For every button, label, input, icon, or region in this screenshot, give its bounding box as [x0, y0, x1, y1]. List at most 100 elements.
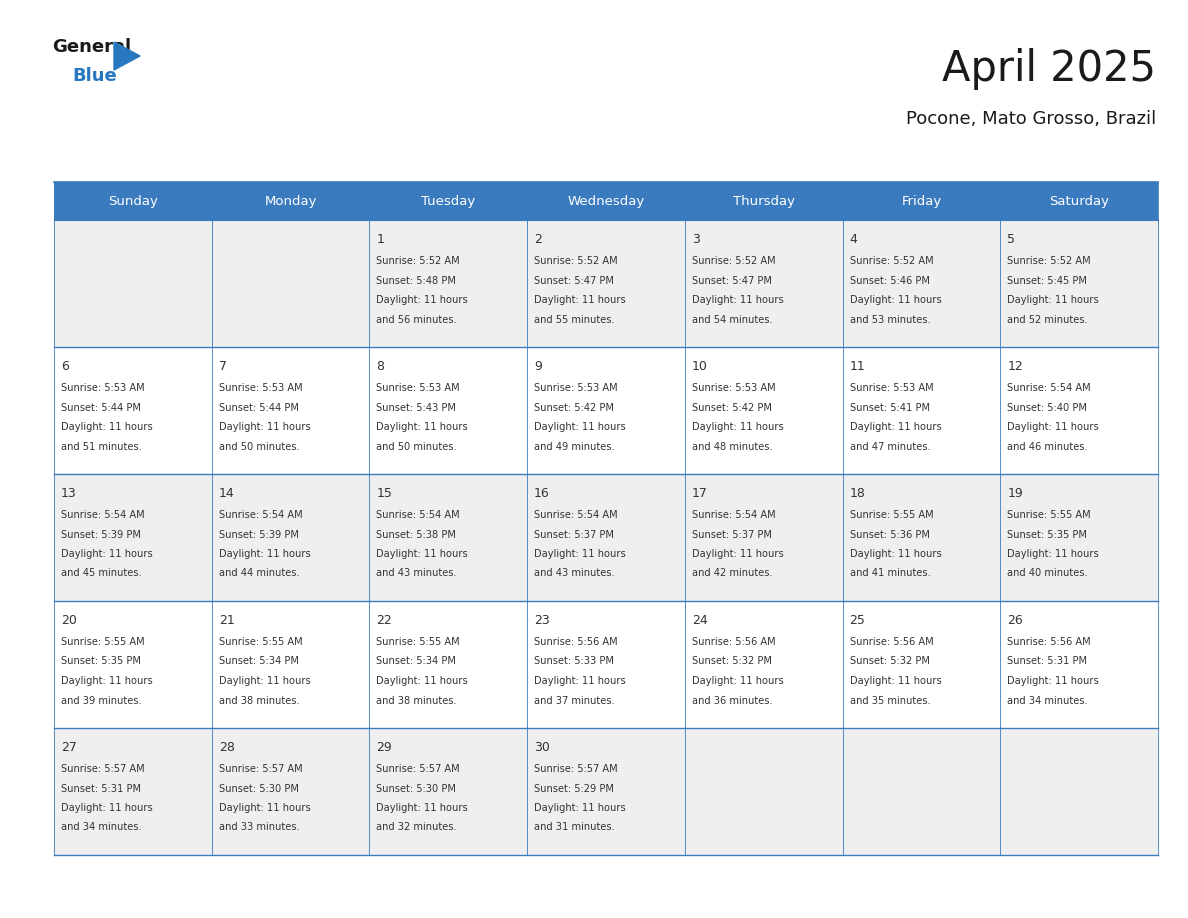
Text: Daylight: 11 hours: Daylight: 11 hours: [535, 422, 626, 432]
Bar: [1000, 347, 1158, 474]
Bar: [684, 220, 842, 347]
Text: and 34 minutes.: and 34 minutes.: [61, 823, 141, 833]
Bar: [211, 220, 369, 347]
Text: Sunset: 5:37 PM: Sunset: 5:37 PM: [535, 530, 614, 540]
Text: 4: 4: [849, 233, 858, 246]
Bar: [53, 347, 211, 474]
Text: and 45 minutes.: and 45 minutes.: [61, 568, 141, 578]
Text: 29: 29: [377, 741, 392, 754]
Bar: [369, 220, 527, 347]
Text: Daylight: 11 hours: Daylight: 11 hours: [219, 676, 310, 686]
Text: Daylight: 11 hours: Daylight: 11 hours: [1007, 295, 1099, 305]
Text: Sunrise: 5:52 AM: Sunrise: 5:52 AM: [691, 256, 776, 266]
Text: Daylight: 11 hours: Daylight: 11 hours: [1007, 422, 1099, 432]
Text: Sunrise: 5:54 AM: Sunrise: 5:54 AM: [1007, 383, 1091, 393]
Bar: [1000, 601, 1158, 728]
Text: Sunset: 5:48 PM: Sunset: 5:48 PM: [377, 275, 456, 285]
Bar: [53, 182, 1158, 220]
Bar: [53, 728, 211, 855]
Text: Sunrise: 5:56 AM: Sunrise: 5:56 AM: [535, 637, 618, 647]
Bar: [1000, 474, 1158, 601]
Text: and 49 minutes.: and 49 minutes.: [535, 442, 614, 452]
Bar: [1000, 220, 1158, 347]
Text: Daylight: 11 hours: Daylight: 11 hours: [1007, 549, 1099, 559]
Text: Wednesday: Wednesday: [568, 195, 645, 207]
Text: Daylight: 11 hours: Daylight: 11 hours: [377, 676, 468, 686]
Text: Sunset: 5:34 PM: Sunset: 5:34 PM: [219, 656, 298, 666]
Text: Sunset: 5:44 PM: Sunset: 5:44 PM: [219, 402, 298, 412]
Text: 14: 14: [219, 487, 234, 500]
Text: Sunset: 5:44 PM: Sunset: 5:44 PM: [61, 402, 141, 412]
Text: and 38 minutes.: and 38 minutes.: [219, 696, 299, 706]
Bar: [842, 347, 1000, 474]
Bar: [684, 347, 842, 474]
Text: Sunset: 5:38 PM: Sunset: 5:38 PM: [377, 530, 456, 540]
Text: Sunrise: 5:55 AM: Sunrise: 5:55 AM: [61, 637, 145, 647]
Text: and 33 minutes.: and 33 minutes.: [219, 823, 299, 833]
Text: Sunset: 5:40 PM: Sunset: 5:40 PM: [1007, 402, 1087, 412]
Text: 5: 5: [1007, 233, 1016, 246]
Text: and 37 minutes.: and 37 minutes.: [535, 696, 614, 706]
Bar: [842, 601, 1000, 728]
Bar: [527, 347, 684, 474]
Text: Daylight: 11 hours: Daylight: 11 hours: [849, 422, 941, 432]
Text: and 53 minutes.: and 53 minutes.: [849, 315, 930, 324]
Text: and 50 minutes.: and 50 minutes.: [377, 442, 457, 452]
Bar: [684, 601, 842, 728]
Text: Daylight: 11 hours: Daylight: 11 hours: [61, 676, 153, 686]
Text: Sunrise: 5:54 AM: Sunrise: 5:54 AM: [535, 510, 618, 520]
Text: Daylight: 11 hours: Daylight: 11 hours: [691, 549, 784, 559]
Text: Sunrise: 5:56 AM: Sunrise: 5:56 AM: [849, 637, 934, 647]
Text: and 39 minutes.: and 39 minutes.: [61, 696, 141, 706]
Text: and 50 minutes.: and 50 minutes.: [219, 442, 299, 452]
Text: Blue: Blue: [72, 67, 116, 85]
Text: and 31 minutes.: and 31 minutes.: [535, 823, 615, 833]
Text: Daylight: 11 hours: Daylight: 11 hours: [691, 295, 784, 305]
Text: and 52 minutes.: and 52 minutes.: [1007, 315, 1088, 324]
Text: 19: 19: [1007, 487, 1023, 500]
Text: 1: 1: [377, 233, 384, 246]
Text: Sunset: 5:30 PM: Sunset: 5:30 PM: [219, 783, 298, 793]
Text: Sunrise: 5:53 AM: Sunrise: 5:53 AM: [691, 383, 776, 393]
Text: Sunset: 5:47 PM: Sunset: 5:47 PM: [535, 275, 614, 285]
Text: Daylight: 11 hours: Daylight: 11 hours: [377, 803, 468, 813]
Text: and 43 minutes.: and 43 minutes.: [535, 568, 614, 578]
Text: Daylight: 11 hours: Daylight: 11 hours: [377, 422, 468, 432]
Text: Sunset: 5:43 PM: Sunset: 5:43 PM: [377, 402, 456, 412]
Text: 12: 12: [1007, 360, 1023, 373]
Text: and 47 minutes.: and 47 minutes.: [849, 442, 930, 452]
Bar: [211, 601, 369, 728]
Text: Monday: Monday: [264, 195, 317, 207]
Text: Sunset: 5:30 PM: Sunset: 5:30 PM: [377, 783, 456, 793]
Text: Daylight: 11 hours: Daylight: 11 hours: [691, 422, 784, 432]
Text: and 43 minutes.: and 43 minutes.: [377, 568, 457, 578]
Text: Sunset: 5:35 PM: Sunset: 5:35 PM: [1007, 530, 1087, 540]
Text: Sunrise: 5:52 AM: Sunrise: 5:52 AM: [1007, 256, 1091, 266]
Text: and 32 minutes.: and 32 minutes.: [377, 823, 457, 833]
Text: and 41 minutes.: and 41 minutes.: [849, 568, 930, 578]
Text: Sunset: 5:45 PM: Sunset: 5:45 PM: [1007, 275, 1087, 285]
Bar: [369, 474, 527, 601]
Text: Sunrise: 5:54 AM: Sunrise: 5:54 AM: [219, 510, 302, 520]
Text: Daylight: 11 hours: Daylight: 11 hours: [61, 549, 153, 559]
Text: 11: 11: [849, 360, 865, 373]
Text: 8: 8: [377, 360, 385, 373]
Bar: [527, 601, 684, 728]
Bar: [369, 601, 527, 728]
Text: Daylight: 11 hours: Daylight: 11 hours: [849, 549, 941, 559]
Text: Sunset: 5:31 PM: Sunset: 5:31 PM: [61, 783, 141, 793]
Bar: [842, 220, 1000, 347]
Text: Sunset: 5:42 PM: Sunset: 5:42 PM: [535, 402, 614, 412]
Bar: [53, 474, 211, 601]
Bar: [53, 601, 211, 728]
Text: Sunset: 5:35 PM: Sunset: 5:35 PM: [61, 656, 141, 666]
Text: Sunrise: 5:56 AM: Sunrise: 5:56 AM: [1007, 637, 1091, 647]
Text: Sunset: 5:32 PM: Sunset: 5:32 PM: [691, 656, 772, 666]
Text: Sunrise: 5:56 AM: Sunrise: 5:56 AM: [691, 637, 776, 647]
Text: Sunset: 5:39 PM: Sunset: 5:39 PM: [61, 530, 141, 540]
Text: Sunrise: 5:57 AM: Sunrise: 5:57 AM: [377, 764, 460, 774]
Text: Pocone, Mato Grosso, Brazil: Pocone, Mato Grosso, Brazil: [905, 110, 1156, 128]
Text: Sunset: 5:34 PM: Sunset: 5:34 PM: [377, 656, 456, 666]
Text: 10: 10: [691, 360, 708, 373]
Text: 22: 22: [377, 614, 392, 627]
